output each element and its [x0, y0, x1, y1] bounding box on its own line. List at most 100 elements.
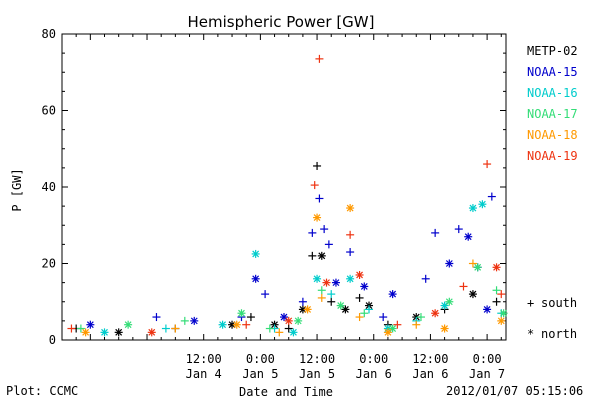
legend-noaa-15: NOAA-15 — [527, 65, 578, 79]
data-point-noaa-17-north — [336, 301, 345, 310]
data-point-noaa-18-north — [303, 305, 312, 314]
data-point-noaa-19-north — [355, 270, 364, 279]
data-point-noaa-18-north — [346, 204, 355, 213]
data-point-noaa-18-north — [383, 328, 392, 337]
data-point-noaa-15-north — [251, 274, 260, 283]
x-tick-label-date: Jan 5 — [242, 367, 278, 381]
y-tick-label: 20 — [42, 257, 56, 271]
data-point-noaa-15-south — [320, 225, 329, 234]
data-point-noaa-17-south — [317, 286, 326, 295]
data-point-noaa-15-north — [86, 320, 95, 329]
data-point-noaa-15-north — [360, 282, 369, 291]
data-point-noaa-15-south — [487, 192, 496, 201]
data-point-noaa-19-north — [147, 328, 156, 337]
legend-marker-label: north — [541, 327, 577, 341]
data-point-noaa-17-north — [237, 309, 246, 318]
data-point-noaa-19-south — [315, 54, 324, 63]
x-tick-label-time: 12:00 — [299, 352, 335, 366]
data-point-noaa-19-south — [497, 290, 506, 299]
data-point-noaa-16-north — [218, 320, 227, 329]
data-point-noaa-15-south — [324, 240, 333, 249]
data-point-noaa-17-north — [124, 320, 133, 329]
data-point-noaa-19-south — [483, 160, 492, 169]
x-tick-label-date: Jan 7 — [469, 367, 505, 381]
data-point-metp-02-south — [246, 313, 255, 322]
y-axis-label: P [GW] — [10, 168, 24, 211]
data-point-noaa-15-south — [346, 248, 355, 257]
data-point-noaa-17-south — [180, 316, 189, 325]
y-tick-label: 40 — [42, 180, 56, 194]
data-point-metp-02-north — [468, 290, 477, 299]
data-point-metp-02-south — [313, 161, 322, 170]
data-point-metp-02-south — [284, 324, 293, 333]
data-point-noaa-15-north — [445, 259, 454, 268]
data-point-noaa-15-south — [261, 290, 270, 299]
data-point-noaa-18-north — [232, 320, 241, 329]
data-point-metp-02-south — [355, 293, 364, 302]
x-tick-label-date: Jan 4 — [186, 367, 222, 381]
data-point-noaa-19-north — [322, 278, 331, 287]
legend-noaa-17: NOAA-17 — [527, 107, 578, 121]
y-tick-label: 60 — [42, 104, 56, 118]
data-point-metp-02-south — [492, 297, 501, 306]
data-point-noaa-17-south — [76, 324, 85, 333]
legend-marker-symbol: * — [527, 327, 534, 341]
data-point-noaa-18-north — [440, 324, 449, 333]
data-point-noaa-15-south — [298, 297, 307, 306]
data-point-noaa-18-north — [497, 316, 506, 325]
data-point-noaa-19-north — [284, 316, 293, 325]
data-point-noaa-15-north — [331, 278, 340, 287]
data-point-metp-02-north — [114, 328, 123, 337]
plot-frame — [61, 33, 507, 341]
data-point-noaa-17-north — [499, 309, 508, 318]
chart-title: Hemispheric Power [GW] — [188, 13, 375, 31]
data-point-noaa-16-south — [327, 290, 336, 299]
y-tick-label: 0 — [49, 333, 56, 347]
legend-metp-02: METP-02 — [527, 44, 578, 58]
legend-marker-symbol: + — [527, 296, 534, 310]
data-point-noaa-19-south — [393, 320, 402, 329]
data-point-noaa-18-north — [313, 213, 322, 222]
data-point-noaa-15-south — [431, 228, 440, 237]
legend-noaa-19: NOAA-19 — [527, 149, 578, 163]
data-point-noaa-15-south — [421, 274, 430, 283]
x-tick-label-time: 12:00 — [412, 352, 448, 366]
y-tick-label: 80 — [42, 27, 56, 41]
data-point-noaa-15-south — [152, 313, 161, 322]
x-axis-label: Date and Time — [239, 385, 333, 399]
data-point-noaa-18-north — [81, 328, 90, 337]
data-point-noaa-15-south — [379, 313, 388, 322]
x-tick-label-date: Jan 6 — [412, 367, 448, 381]
legend-noaa-18: NOAA-18 — [527, 128, 578, 142]
data-point-noaa-18-south — [171, 324, 180, 333]
data-point-metp-02-south — [308, 251, 317, 260]
data-point-noaa-17-south — [492, 286, 501, 295]
x-tick-label-time: 0:00 — [246, 352, 275, 366]
data-point-noaa-16-south — [161, 324, 170, 333]
data-point-noaa-17-north — [445, 297, 454, 306]
x-tick-label-date: Jan 5 — [299, 367, 335, 381]
data-point-noaa-16-north — [100, 328, 109, 337]
data-point-noaa-19-south — [67, 324, 76, 333]
data-point-metp-02-north — [317, 251, 326, 260]
data-point-noaa-19-south — [242, 320, 251, 329]
plot-timestamp: 2012/01/07 05:15:06 — [446, 384, 584, 398]
data-point-noaa-16-north — [440, 301, 449, 310]
data-point-noaa-15-north — [280, 313, 288, 322]
data-point-noaa-18-south — [317, 293, 326, 302]
x-tick-label-time: 0:00 — [359, 352, 388, 366]
data-point-noaa-18-south — [412, 320, 421, 329]
legend-marker-south: + south — [527, 296, 577, 310]
data-point-noaa-19-north — [431, 309, 440, 318]
data-point-noaa-17-south — [416, 313, 425, 322]
legend-marker-north: * north — [527, 327, 577, 341]
data-point-noaa-19-south — [459, 282, 468, 291]
legend-marker-label: south — [541, 296, 577, 310]
data-point-noaa-16-north — [251, 249, 260, 258]
x-tick-label-time: 0:00 — [473, 352, 502, 366]
data-point-metp-02-south — [327, 297, 336, 306]
data-point-noaa-16-south — [365, 305, 374, 314]
data-point-noaa-15-north — [388, 290, 397, 299]
data-point-noaa-19-north — [492, 263, 501, 272]
